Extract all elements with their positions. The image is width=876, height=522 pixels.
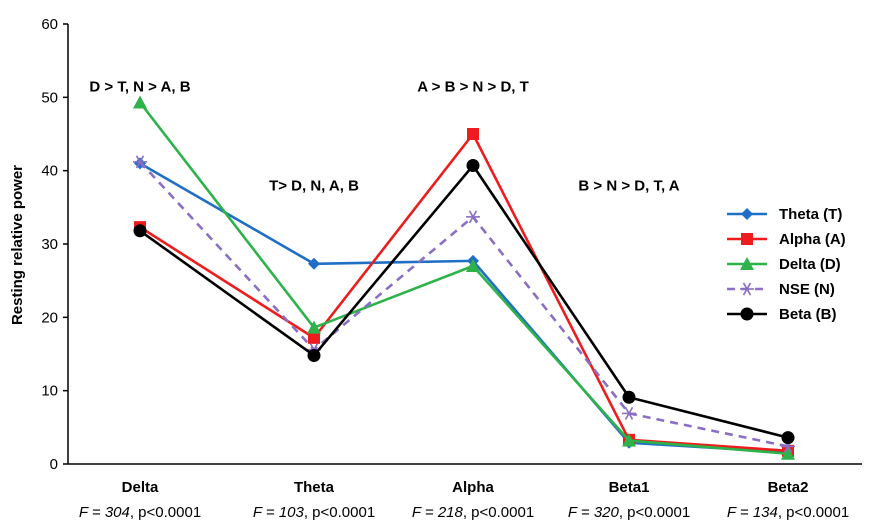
- legend-item: Alpha (A): [727, 231, 846, 248]
- legend-label: Delta (D): [779, 256, 841, 273]
- data-point: [307, 320, 321, 334]
- data-point: [308, 331, 320, 344]
- series-line: [139, 164, 789, 439]
- legend-item: Delta (D): [727, 256, 841, 273]
- stat-label: F = 320, p<0.0001: [568, 504, 690, 521]
- data-point: [741, 208, 753, 220]
- x-category-label: Beta1: [609, 479, 650, 496]
- x-category-label: Beta2: [768, 479, 809, 496]
- series-line: [139, 132, 789, 453]
- y-axis-label: Resting relative power: [9, 165, 26, 325]
- data-point: [740, 257, 754, 270]
- stat-f-value: F = 320: [568, 504, 620, 521]
- data-point: [740, 282, 754, 296]
- series-line: [139, 162, 789, 454]
- comparison-annotation: T> D, N, A, B: [269, 177, 359, 194]
- stat-f-value: F = 218: [412, 504, 464, 521]
- stat-p-value: , p<0.0001: [463, 504, 534, 521]
- stat-label: F = 134, p<0.0001: [727, 504, 849, 521]
- legend-item: NSE (N): [727, 281, 835, 298]
- y-ticks: 0 10 20 30 40 50 60: [41, 16, 68, 473]
- data-point: [467, 128, 479, 140]
- x-categories: Delta Theta Alpha Beta1 Beta2: [122, 479, 809, 496]
- y-tick-label: 20: [41, 309, 58, 326]
- legend-item: Beta (B): [727, 306, 837, 323]
- x-category-label: Alpha: [452, 479, 494, 496]
- legend-item: Theta (T): [727, 206, 842, 223]
- asterisk-stroke: [135, 155, 145, 169]
- comparison-annotation: A > B > N > D, T: [417, 78, 529, 95]
- stat-labels: F = 304, p<0.0001 F = 103, p<0.0001 F = 21…: [79, 504, 849, 521]
- data-point: [307, 348, 321, 362]
- y-tick-label: 40: [41, 163, 58, 180]
- data-point: [133, 224, 147, 238]
- y-tick-label: 0: [50, 456, 58, 473]
- legend-label: Theta (T): [779, 206, 842, 223]
- stat-p-value: , p<0.0001: [304, 504, 375, 521]
- comparison-annotations: D > T, N > A, B T> D, N, A, B A > B > N > …: [89, 78, 679, 194]
- data-point: [622, 406, 636, 420]
- series-lines: [133, 95, 795, 460]
- data-point: [740, 307, 754, 321]
- stat-label: F = 304, p<0.0001: [79, 504, 201, 521]
- stat-f-value: F = 134: [727, 504, 778, 521]
- comparison-annotation: D > T, N > A, B: [89, 78, 190, 95]
- stat-label: F = 218, p<0.0001: [412, 504, 534, 521]
- stat-f-value: F = 103: [253, 504, 305, 521]
- data-point: [133, 155, 147, 169]
- legend: Theta (T) Alpha (A) Delta (D) NSE (N) Beta (…: [727, 206, 846, 323]
- x-category-label: Delta: [122, 479, 159, 496]
- data-point: [781, 431, 795, 445]
- data-point: [781, 446, 795, 460]
- series-group: [133, 155, 795, 453]
- asterisk-stroke: [742, 282, 752, 296]
- y-tick-label: 10: [41, 383, 58, 400]
- data-point: [466, 159, 480, 173]
- series-line: [139, 160, 789, 448]
- data-point: [622, 433, 636, 447]
- stat-f-value: F = 304: [79, 504, 130, 521]
- x-category-label: Theta: [294, 479, 335, 496]
- data-point: [466, 259, 480, 272]
- stat-label: F = 103, p<0.0001: [253, 504, 375, 521]
- legend-label: Alpha (A): [779, 231, 846, 248]
- stat-p-value: , p<0.0001: [619, 504, 690, 521]
- stat-p-value: , p<0.0001: [778, 504, 849, 521]
- data-point: [466, 210, 480, 224]
- legend-label: NSE (N): [779, 281, 835, 298]
- asterisk-stroke: [468, 210, 478, 224]
- series-group: [133, 159, 795, 445]
- comparison-annotation: B > N > D, T, A: [578, 177, 679, 194]
- data-point: [308, 257, 320, 270]
- data-point: [741, 233, 753, 245]
- series-line: [138, 101, 789, 456]
- data-point: [133, 95, 147, 109]
- data-point: [622, 390, 636, 404]
- y-tick-label: 30: [41, 236, 58, 253]
- stat-p-value: , p<0.0001: [130, 504, 201, 521]
- y-tick-label: 50: [41, 89, 58, 106]
- legend-label: Beta (B): [779, 306, 837, 323]
- series-group: [133, 95, 795, 460]
- y-tick-label: 60: [41, 16, 58, 33]
- asterisk-stroke: [624, 406, 634, 420]
